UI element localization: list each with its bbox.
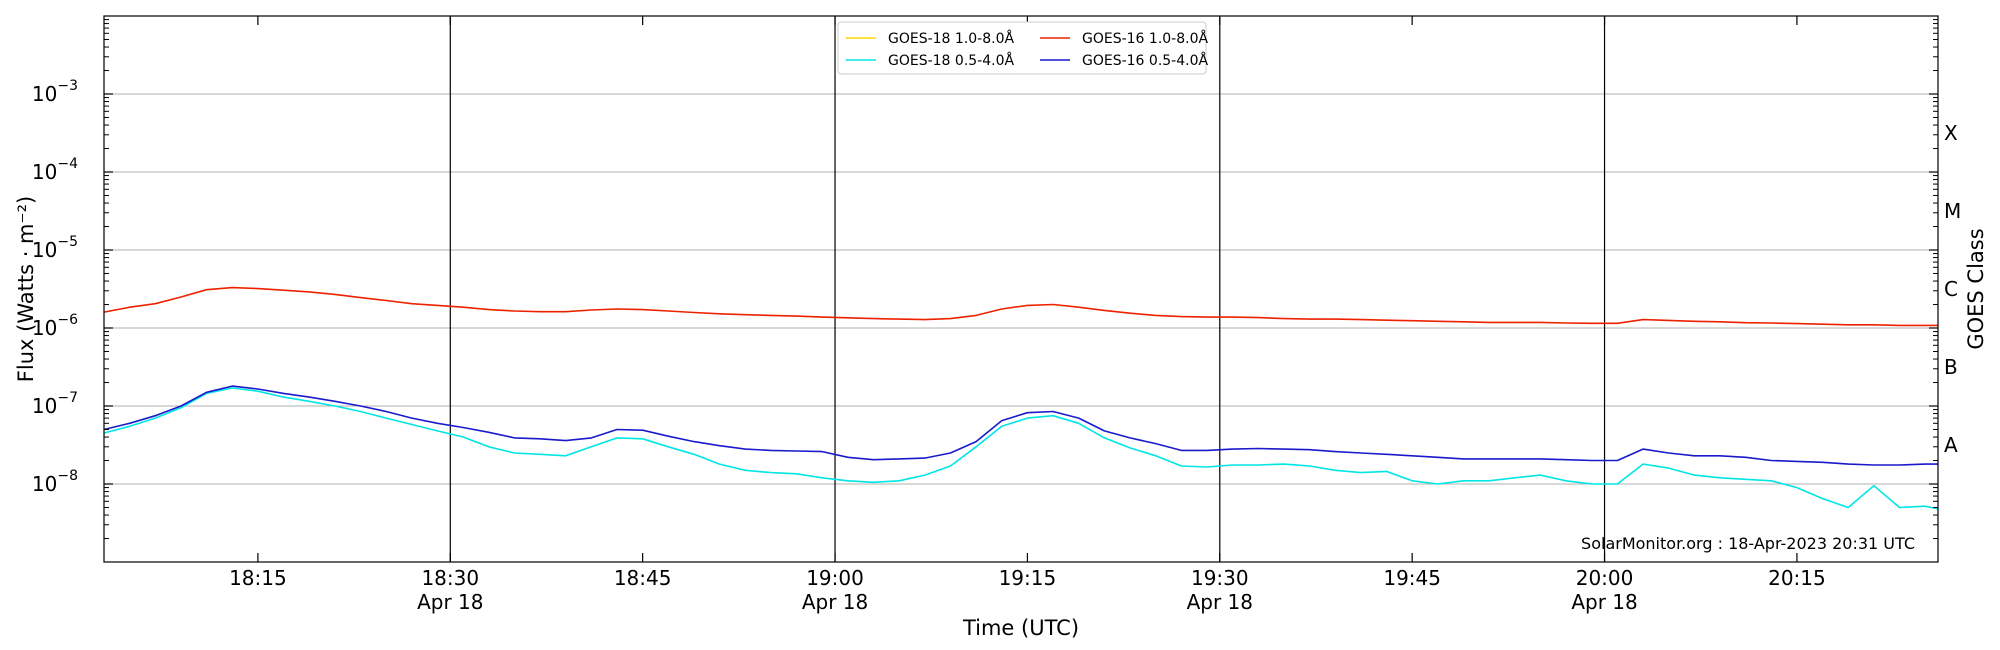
x-tick-label: 19:00 — [806, 566, 864, 590]
legend: GOES-18 1.0-8.0Å GOES-18 0.5-4.0Å GOES-16 … — [837, 21, 1208, 75]
y-tick-label: 10−7 — [32, 390, 78, 418]
series-line — [103, 286, 1938, 327]
x-axis-title: Time (UTC) — [962, 616, 1079, 640]
goes-class-labels: A B C M X — [1944, 121, 1961, 457]
x-tick-label: 19:15 — [999, 566, 1057, 590]
y-axis-title: Flux (Watts · m⁻²) — [14, 196, 38, 382]
legend-entry: GOES-16 0.5-4.0Å — [1082, 52, 1208, 69]
x-tick-label: 18:30 — [421, 566, 479, 590]
legend-box — [837, 21, 1207, 75]
grid — [104, 93, 1938, 485]
y-axis-ticks: 10−8 10−7 10−6 10−5 10−4 10−3 — [32, 19, 1938, 540]
x-tick-label: 20:15 — [1768, 566, 1826, 590]
x-tick-label: 18:15 — [229, 566, 287, 590]
series-line — [103, 385, 1938, 466]
series-lines — [103, 286, 1939, 510]
x-tick-label: 19:30 — [1191, 566, 1249, 590]
x-tick-label: 20:00 — [1576, 566, 1634, 590]
goes-class-axis-title: GOES Class — [1964, 228, 1988, 349]
half-hour-lines — [449, 16, 1606, 562]
x-tick-label: 19:45 — [1383, 566, 1441, 590]
y-tick-label: 10−6 — [32, 312, 78, 340]
legend-entry: GOES-18 0.5-4.0Å — [888, 52, 1014, 69]
series-line — [103, 387, 1939, 510]
y-tick-label: 10−8 — [32, 468, 78, 496]
goes-class-label: B — [1944, 355, 1958, 379]
credit-text: SolarMonitor.org : 18-Apr-2023 20:31 UTC — [1581, 534, 1915, 553]
x-tick-date-label: Apr 18 — [417, 590, 483, 614]
x-tick-date-label: Apr 18 — [1571, 590, 1637, 614]
plot-frame — [103, 15, 1939, 563]
y-tick-label: 10−3 — [32, 78, 78, 106]
x-tick-date-label: Apr 18 — [802, 590, 868, 614]
legend-entry: GOES-18 1.0-8.0Å — [888, 30, 1014, 47]
goes-class-label: X — [1944, 121, 1958, 145]
goes-class-label: A — [1944, 433, 1958, 457]
y-tick-label: 10−4 — [32, 156, 78, 184]
x-tick-label: 18:45 — [614, 566, 672, 590]
goes-class-label: C — [1944, 277, 1958, 301]
legend-entry: GOES-16 1.0-8.0Å — [1082, 30, 1208, 47]
goes-class-label: M — [1944, 199, 1961, 223]
x-tick-date-label: Apr 18 — [1187, 590, 1253, 614]
y-tick-label: 10−5 — [32, 234, 78, 262]
